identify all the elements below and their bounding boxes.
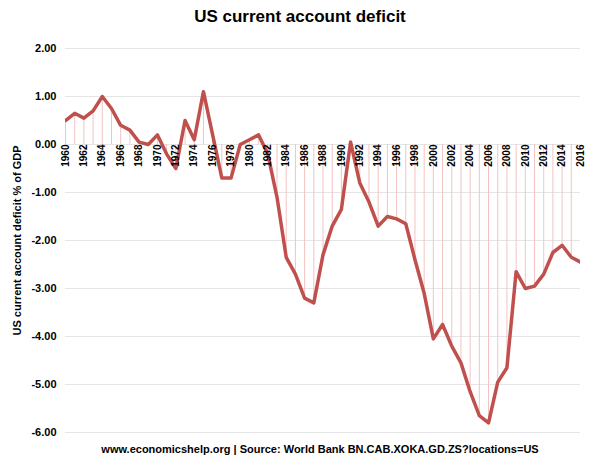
- svg-text:1978: 1978: [225, 144, 236, 167]
- svg-text:1994: 1994: [372, 144, 383, 167]
- svg-text:2008: 2008: [501, 144, 512, 167]
- html-text:US current account deficit: US current account deficit: [194, 7, 406, 26]
- svg-text:1992: 1992: [354, 144, 365, 167]
- svg-text:1986: 1986: [299, 144, 310, 167]
- html-text:www.economicshelp.org | Source: www.economicshelp.org | Source: World Ba…: [101, 443, 539, 455]
- svg-text:-4.00: -4.00: [31, 330, 56, 342]
- svg-text:2004: 2004: [464, 144, 475, 167]
- svg-text:-3.00: -3.00: [31, 282, 56, 294]
- svg-text:1996: 1996: [391, 144, 402, 167]
- svg-text:1.00: 1.00: [35, 90, 56, 102]
- svg-text:2010: 2010: [520, 144, 531, 167]
- svg-text:1984: 1984: [280, 144, 291, 167]
- svg-text:2014: 2014: [556, 144, 567, 167]
- svg-text:-5.00: -5.00: [31, 378, 56, 390]
- svg-text:1982: 1982: [262, 144, 273, 167]
- svg-text:1968: 1968: [133, 144, 144, 167]
- svg-text:2000: 2000: [428, 144, 439, 167]
- svg-text:1980: 1980: [244, 144, 255, 167]
- svg-text:1990: 1990: [336, 144, 347, 167]
- svg-text:1976: 1976: [207, 144, 218, 167]
- svg-text:1966: 1966: [115, 144, 126, 167]
- svg-text:2016: 2016: [575, 144, 586, 167]
- svg-text:1988: 1988: [317, 144, 328, 167]
- svg-text:1972: 1972: [170, 144, 181, 167]
- svg-text:2006: 2006: [483, 144, 494, 167]
- svg-text:US current account deficit % o: US current account deficit % of GDP: [11, 145, 23, 335]
- svg-text:1960: 1960: [60, 144, 71, 167]
- svg-text:1998: 1998: [409, 144, 420, 167]
- svg-text:2012: 2012: [538, 144, 549, 167]
- svg-text:-2.00: -2.00: [31, 234, 56, 246]
- svg-text:2002: 2002: [446, 144, 457, 167]
- svg-text:0.00: 0.00: [35, 138, 56, 150]
- svg-text:2.00: 2.00: [35, 42, 56, 54]
- svg-text:1974: 1974: [188, 144, 199, 167]
- svg-text:1962: 1962: [78, 144, 89, 167]
- svg-text:-1.00: -1.00: [31, 186, 56, 198]
- svg-text:-6.00: -6.00: [31, 426, 56, 438]
- svg-text:1970: 1970: [152, 144, 163, 167]
- svg-text:1964: 1964: [96, 144, 107, 167]
